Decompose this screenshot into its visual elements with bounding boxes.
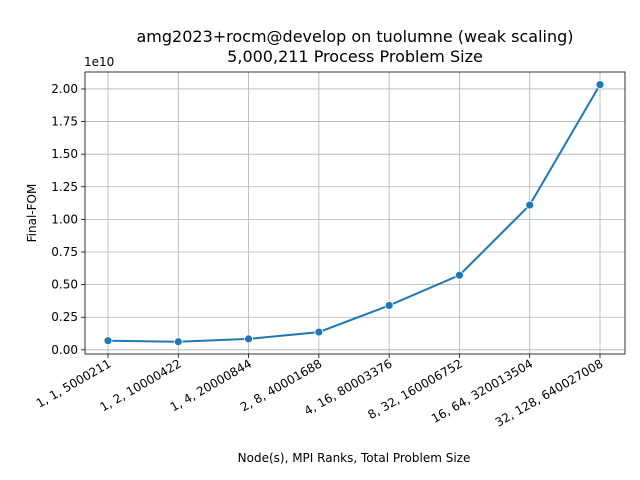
y-tick-label: 0.25	[51, 310, 78, 324]
y-tick-label: 1.00	[51, 212, 78, 226]
plot-frame	[84, 71, 626, 355]
y-tick-label: 0.75	[51, 245, 78, 259]
y-tick-label: 0.00	[51, 343, 78, 357]
data-point	[314, 327, 324, 337]
y-offset-label: 1e10	[84, 55, 114, 69]
x-axis-label: Node(s), MPI Ranks, Total Problem Size	[238, 451, 471, 465]
data-point	[595, 80, 605, 90]
chart-title: amg2023+rocm@develop on tuolumne (weak s…	[136, 27, 573, 46]
grid	[85, 72, 625, 354]
y-tick-label: 1.50	[51, 147, 78, 161]
data-point	[173, 337, 183, 347]
y-tick-label: 0.50	[51, 278, 78, 292]
data-point	[244, 334, 253, 344]
y-tick-label: 2.00	[51, 82, 78, 96]
y-tick-label: 1.75	[51, 115, 78, 129]
data-point	[384, 301, 394, 310]
data-point	[525, 200, 535, 210]
y-axis-label: Final-FOM	[25, 184, 39, 243]
data-point	[103, 336, 113, 346]
series-line	[107, 84, 601, 343]
chart-subtitle: 5,000,211 Process Problem Size	[227, 47, 483, 66]
data-point	[455, 270, 464, 280]
y-tick-label: 1.25	[51, 180, 78, 194]
y-axis-ticks: 0.00 0.25 0.50 0.75 1.00 1.25 1.50 1.75 2.00	[51, 82, 85, 357]
series-final-fom	[103, 80, 605, 347]
